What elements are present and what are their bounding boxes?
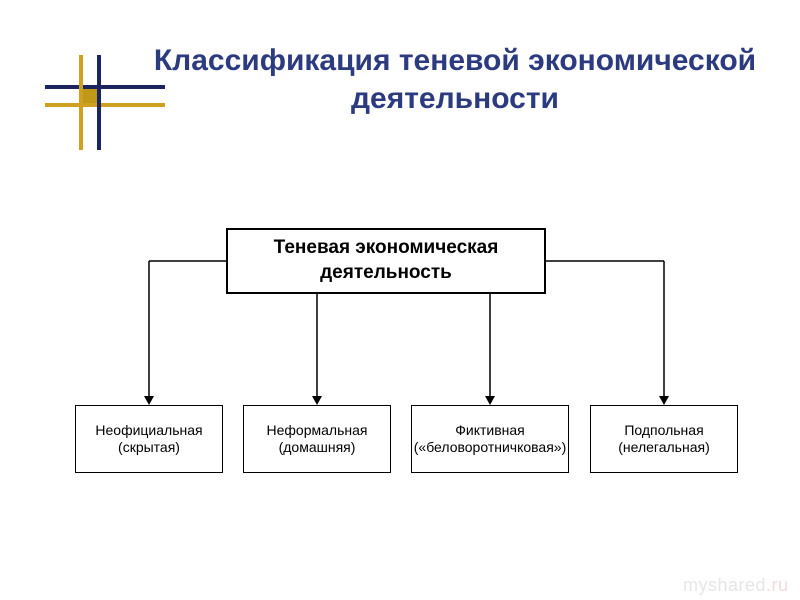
slide: Классификация теневой экономической деят… — [0, 0, 800, 600]
child-node: Неформальная (домашняя) — [243, 405, 391, 473]
deco-line — [97, 55, 101, 150]
root-node-label: Теневая экономическая деятельность — [234, 236, 538, 285]
watermark-plain: myshared — [683, 575, 766, 595]
corner-decoration — [45, 55, 165, 150]
child-node-label: Неофициальная (скрытая) — [80, 422, 218, 457]
deco-line — [45, 85, 165, 89]
deco-square — [83, 89, 97, 103]
child-node: Неофициальная (скрытая) — [75, 405, 223, 473]
page-title: Классификация теневой экономической деят… — [150, 42, 760, 117]
watermark-accent: .ru — [766, 575, 789, 595]
child-node: Фиктивная («беловоротничковая») — [411, 405, 569, 473]
child-node-label: Подпольная (нелегальная) — [595, 422, 733, 457]
watermark: myshared.ru — [683, 575, 789, 596]
root-node: Теневая экономическая деятельность — [226, 228, 546, 294]
child-node: Подпольная (нелегальная) — [590, 405, 738, 473]
child-node-label: Фиктивная («беловоротничковая») — [414, 422, 567, 457]
deco-line — [45, 103, 165, 107]
child-node-label: Неформальная (домашняя) — [248, 422, 386, 457]
